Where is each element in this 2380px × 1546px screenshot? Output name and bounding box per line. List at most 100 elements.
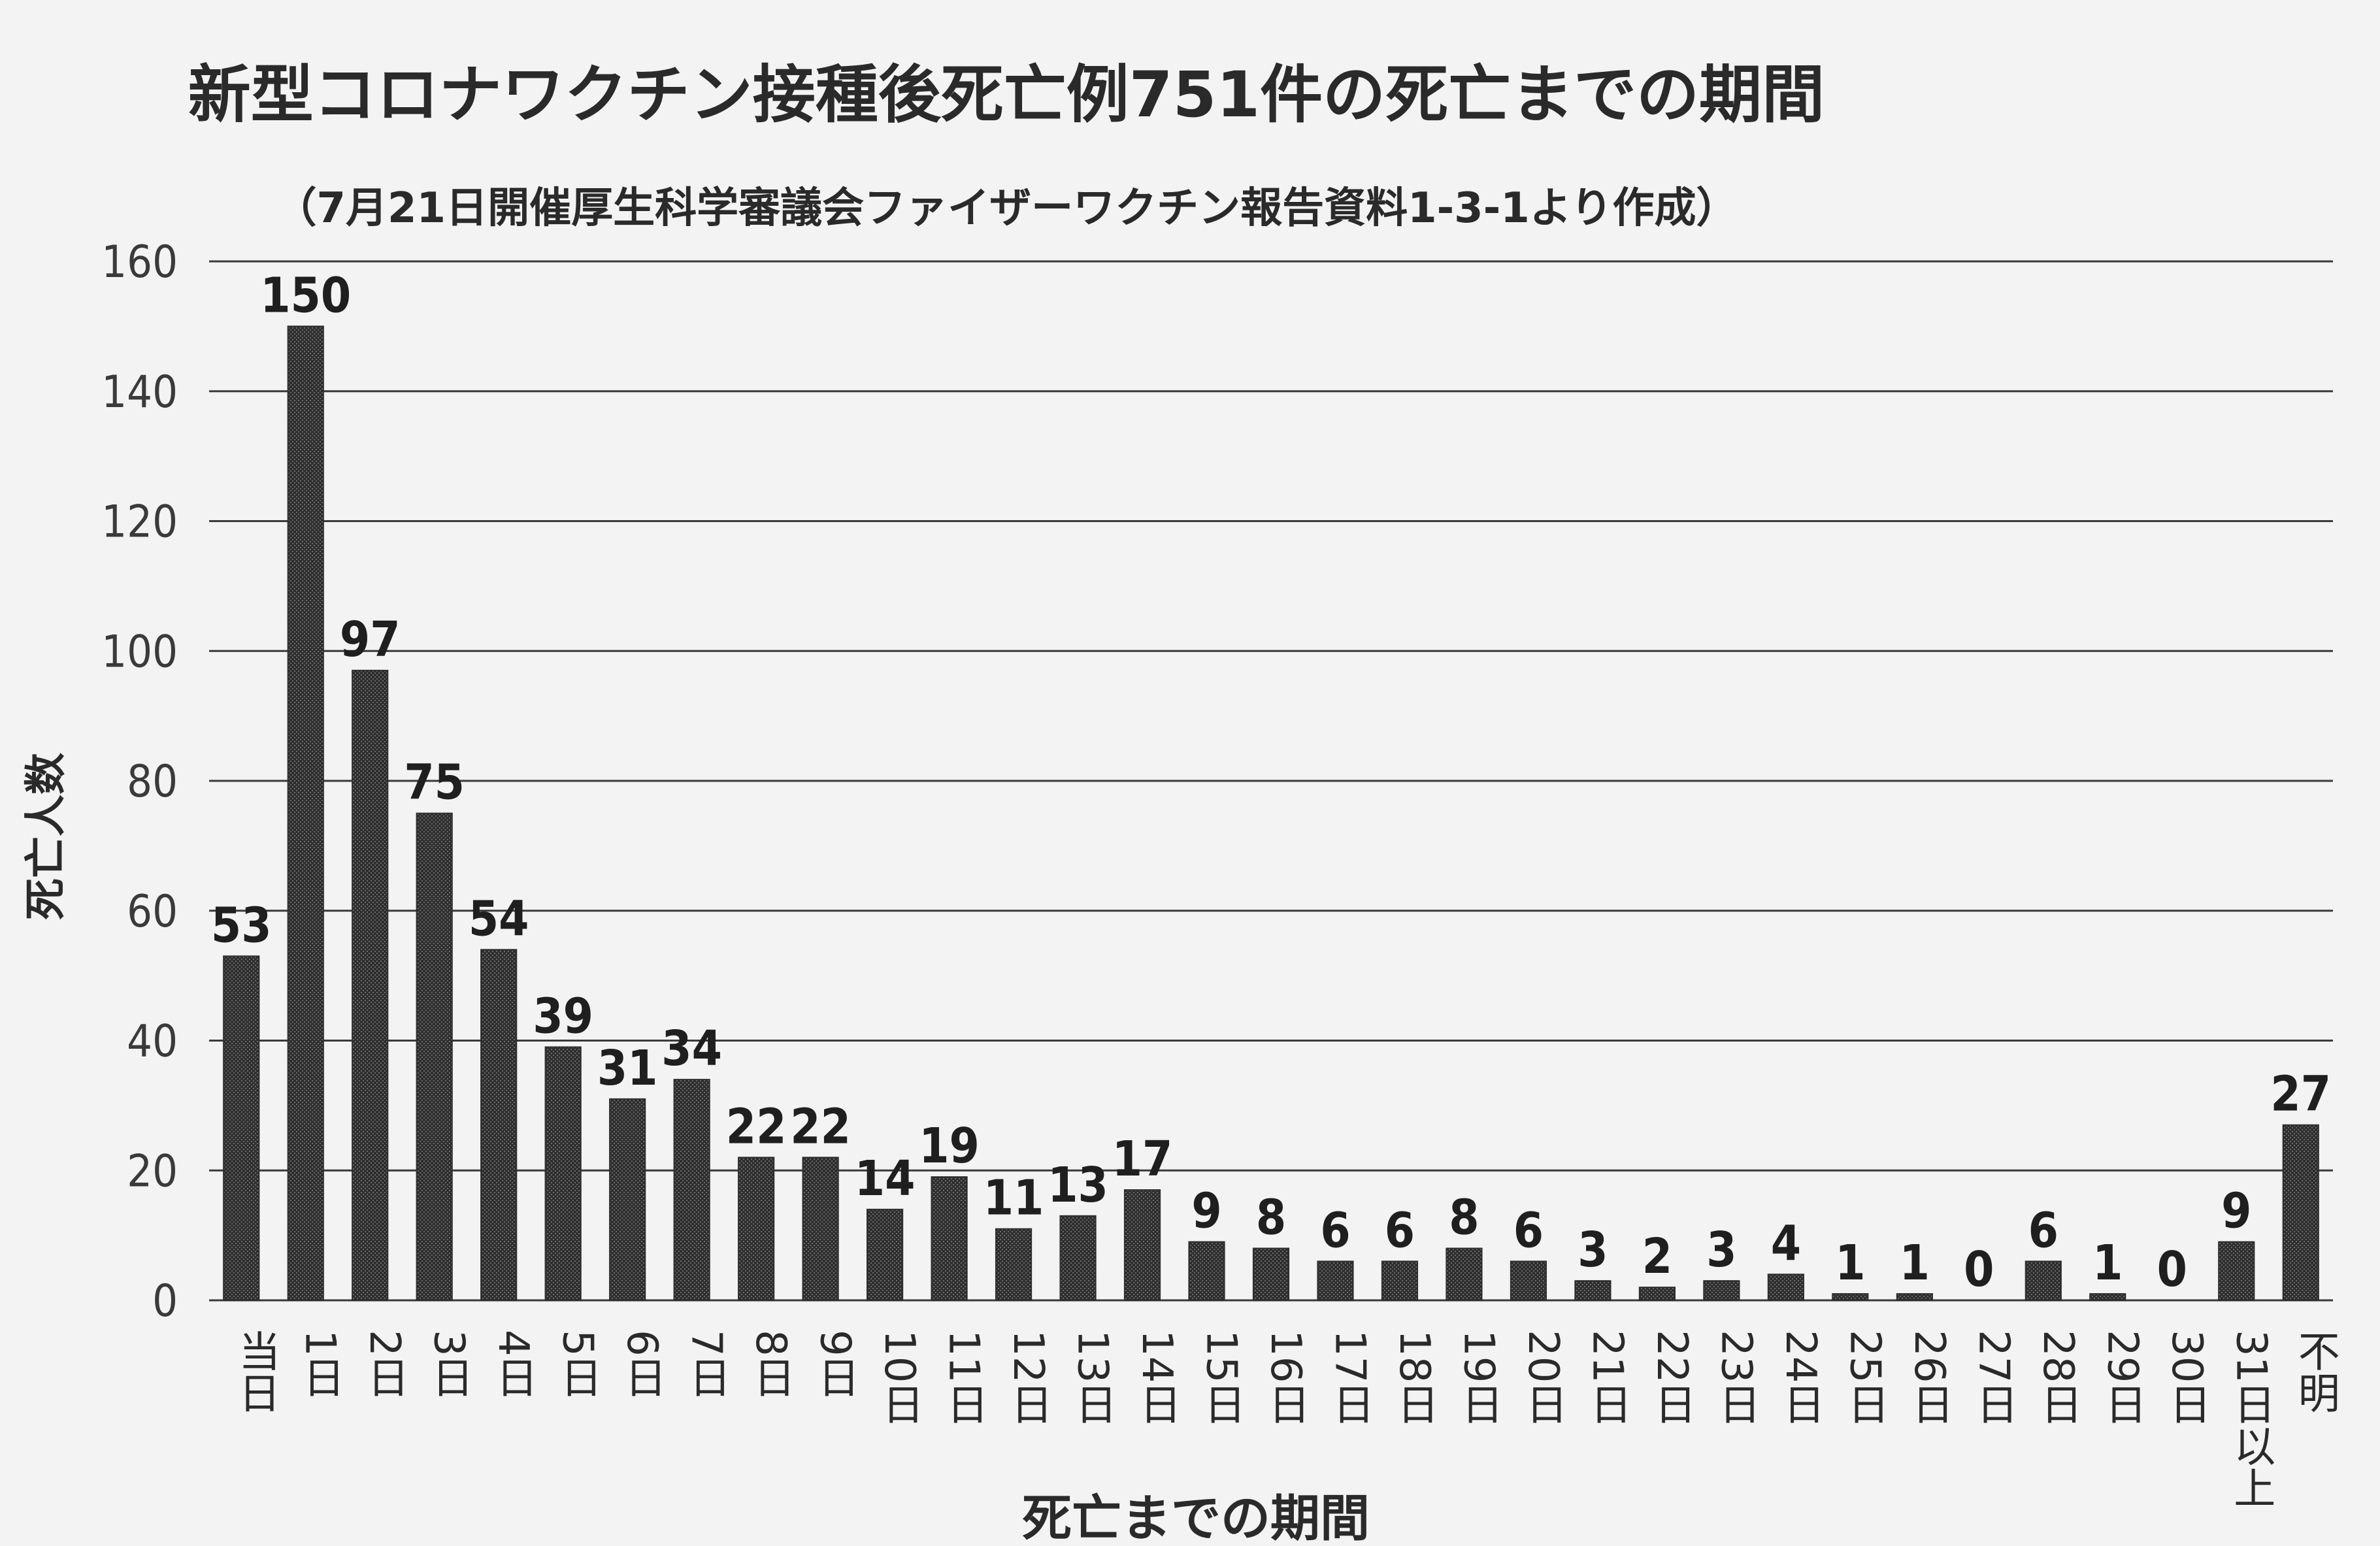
x-tick-label: 不明 — [2291, 1330, 2339, 1413]
y-axis-title: 死亡人数 — [22, 753, 71, 920]
data-label: 34 — [661, 1021, 722, 1077]
x-tick-label: 24日 — [1776, 1330, 1825, 1424]
bar — [1317, 1260, 1354, 1301]
x-tick-label: 16日 — [1261, 1330, 1310, 1424]
data-label: 31 — [597, 1040, 658, 1096]
data-label: 0 — [2157, 1242, 2187, 1298]
data-label: 8 — [1256, 1190, 1286, 1246]
x-tick-label: 15日 — [1197, 1330, 1246, 1424]
y-tick-label: 160 — [101, 237, 178, 288]
x-tick-label: 18日 — [1390, 1330, 1438, 1424]
bar — [1059, 1215, 1097, 1301]
bar — [1574, 1280, 1611, 1301]
bar — [544, 1046, 582, 1301]
x-tick-label: 5日 — [554, 1330, 602, 1398]
bar — [609, 1098, 646, 1301]
bar — [1896, 1293, 1933, 1301]
bar — [1832, 1293, 1869, 1301]
bar — [287, 325, 324, 1301]
x-axis-ticks: 当日 1日 2日 3日 4日 5日 6日 7日 8日 9日 10日 11日 12日 13日 14日 15日 16… — [231, 1330, 2339, 1508]
data-label: 8 — [1449, 1190, 1479, 1246]
y-tick-label: 60 — [127, 886, 178, 938]
data-label: 22 — [726, 1098, 787, 1155]
bar — [673, 1079, 710, 1301]
x-tick-label: 10日 — [875, 1330, 923, 1424]
data-label: 17 — [1112, 1131, 1173, 1187]
data-label: 1 — [1835, 1235, 1865, 1291]
data-label: 11 — [983, 1170, 1044, 1226]
x-tick-label: 25日 — [1840, 1330, 1889, 1424]
y-tick-label: 40 — [127, 1016, 178, 1068]
x-tick-label: 11日 — [940, 1330, 988, 1424]
bar — [1638, 1287, 1676, 1301]
x-tick-label: 30日 — [2162, 1330, 2211, 1424]
x-tick-label: 7日 — [682, 1330, 731, 1398]
data-label: 6 — [1320, 1202, 1350, 1258]
bar — [1381, 1260, 1419, 1301]
data-label: 6 — [1513, 1202, 1544, 1258]
data-label: 4 — [1771, 1215, 1801, 1272]
data-label: 1 — [1900, 1235, 1930, 1291]
x-tick-label: 19日 — [1454, 1330, 1502, 1424]
x-tick-label: 6日 — [618, 1330, 666, 1398]
x-tick-label: 23日 — [1711, 1330, 1760, 1424]
x-tick-label: 9日 — [811, 1330, 859, 1398]
bar — [352, 670, 389, 1301]
data-label: 1 — [2092, 1235, 2123, 1291]
bar — [1446, 1247, 1483, 1301]
bar — [1252, 1247, 1290, 1301]
bar — [867, 1208, 904, 1301]
y-tick-label: 80 — [127, 756, 178, 808]
bar — [1123, 1189, 1161, 1301]
y-tick-label: 120 — [101, 497, 178, 548]
bar — [1510, 1260, 1547, 1301]
data-label: 27 — [2270, 1066, 2331, 1123]
bar — [2025, 1260, 2062, 1301]
y-tick-label: 140 — [101, 367, 178, 418]
data-label: 9 — [1191, 1183, 1221, 1240]
x-tick-label: 17日 — [1325, 1330, 1374, 1424]
bar — [1188, 1241, 1225, 1301]
data-label: 22 — [790, 1098, 851, 1155]
x-tick-label: 8日 — [746, 1330, 795, 1398]
data-label: 9 — [2221, 1183, 2251, 1240]
data-label: 6 — [1385, 1202, 1415, 1258]
data-label: 3 — [1578, 1222, 1608, 1278]
x-tick-label: 28日 — [2034, 1330, 2082, 1424]
bars — [223, 325, 2319, 1301]
x-tick-label: 31日以上 — [2226, 1330, 2275, 1508]
x-tick-label: 14日 — [1132, 1330, 1181, 1424]
data-label: 0 — [1964, 1242, 1994, 1298]
y-tick-label: 100 — [101, 626, 178, 678]
x-axis-title: 死亡までの期間 — [1022, 1489, 1370, 1546]
bar — [2089, 1293, 2126, 1301]
data-label: 3 — [1706, 1222, 1736, 1278]
bar — [2218, 1241, 2255, 1301]
x-tick-label: 4日 — [489, 1330, 537, 1398]
data-label: 13 — [1048, 1157, 1108, 1213]
x-tick-label: 20日 — [1519, 1330, 1567, 1424]
y-tick-label: 0 — [152, 1275, 178, 1327]
data-label: 75 — [404, 755, 465, 811]
bar — [2282, 1124, 2319, 1301]
x-tick-label: 27日 — [1969, 1330, 2017, 1424]
data-label: 6 — [2028, 1202, 2058, 1258]
bar — [223, 955, 260, 1301]
bar — [995, 1228, 1033, 1301]
data-label: 150 — [260, 267, 351, 323]
x-tick-label: 3日 — [425, 1330, 473, 1398]
x-tick-label: 22日 — [1647, 1330, 1696, 1424]
y-tick-label: 20 — [127, 1145, 178, 1197]
bar — [802, 1157, 839, 1301]
x-tick-label: 1日 — [296, 1330, 344, 1398]
bar — [931, 1176, 968, 1301]
chart-title: 新型コロナワクチン接種後死亡例751件の死亡までの期間 — [188, 58, 1825, 131]
data-label: 39 — [533, 988, 593, 1044]
data-label: 19 — [919, 1118, 980, 1174]
bar — [1703, 1280, 1740, 1301]
bar — [480, 949, 518, 1301]
x-tick-label: 当日 — [231, 1330, 280, 1413]
y-axis-ticks: 0 20 40 60 80 100 120 140 160 — [101, 237, 178, 1327]
bar — [1767, 1274, 1804, 1301]
data-label: 97 — [340, 612, 401, 668]
